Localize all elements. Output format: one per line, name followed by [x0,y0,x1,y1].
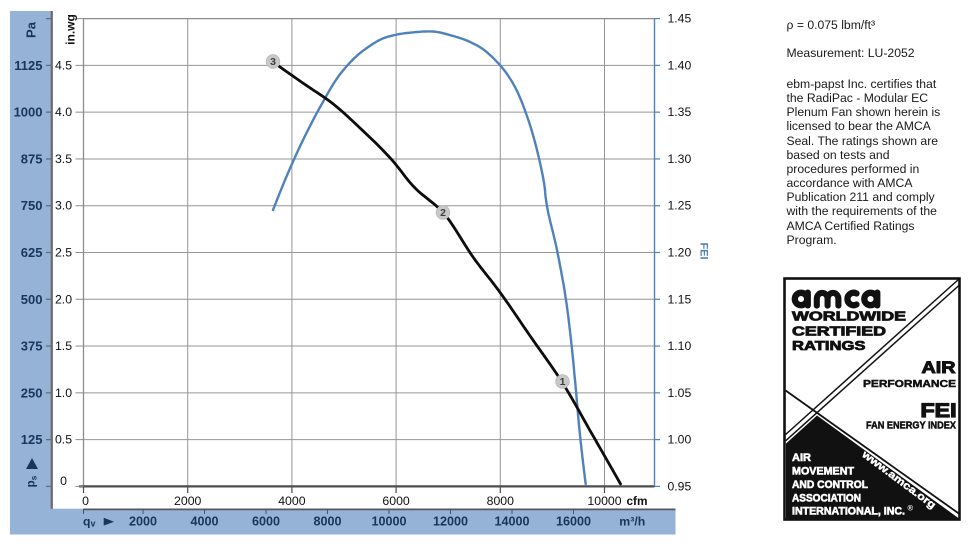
svg-text:1.45: 1.45 [668,12,692,26]
svg-text:m³/h: m³/h [619,515,645,529]
svg-text:FEI: FEI [921,401,957,422]
svg-text:FEI: FEI [698,242,710,259]
svg-text:1.20: 1.20 [668,246,692,260]
svg-text:0.95: 0.95 [668,479,692,493]
svg-text:0: 0 [60,474,67,488]
svg-text:1.25: 1.25 [668,199,692,213]
svg-text:2000: 2000 [174,494,202,508]
svg-text:1.15: 1.15 [668,292,692,306]
svg-text:8000: 8000 [313,515,341,529]
svg-text:RATINGS: RATINGS [792,338,866,353]
svg-text:0: 0 [82,494,89,508]
svg-text:2: 2 [440,207,446,219]
svg-text:1.00: 1.00 [668,433,692,447]
svg-text:0.5: 0.5 [55,433,72,447]
svg-text:10000: 10000 [587,494,621,508]
svg-text:1.35: 1.35 [668,105,692,119]
svg-text:500: 500 [21,292,43,307]
svg-text:250: 250 [21,385,43,400]
svg-text:ASSOCIATION: ASSOCIATION [792,492,861,504]
svg-text:1.30: 1.30 [668,152,692,166]
svg-text:1.05: 1.05 [668,386,692,400]
svg-text:4.0: 4.0 [55,105,72,119]
svg-text:8000: 8000 [487,494,515,508]
svg-text:WORLDWIDE: WORLDWIDE [792,309,906,324]
svg-text:1.10: 1.10 [668,339,692,353]
svg-text:4000: 4000 [278,494,306,508]
svg-text:10000: 10000 [371,515,406,529]
svg-text:750: 750 [21,198,43,213]
svg-text:2.5: 2.5 [55,246,72,260]
svg-text:6000: 6000 [382,494,410,508]
svg-text:16000: 16000 [556,515,591,529]
svg-text:375: 375 [21,339,43,354]
svg-text:ps: ps [26,475,39,487]
svg-text:Pa: Pa [24,21,39,38]
svg-text:in.wg: in.wg [63,14,77,45]
svg-text:®: ® [908,504,914,513]
svg-text:6000: 6000 [252,515,280,529]
svg-text:AIR: AIR [922,358,956,377]
svg-text:CERTIFIED: CERTIFIED [792,324,886,339]
svg-text:AIR: AIR [792,452,811,464]
svg-text:1.0: 1.0 [55,386,72,400]
svg-text:MOVEMENT: MOVEMENT [792,465,854,477]
svg-text:1125: 1125 [14,58,42,73]
svg-text:AND CONTROL: AND CONTROL [792,479,868,491]
svg-text:14000: 14000 [494,515,529,529]
svg-text:3.5: 3.5 [55,152,72,166]
svg-text:875: 875 [21,151,43,166]
svg-text:2.0: 2.0 [55,292,72,306]
svg-text:625: 625 [21,245,43,260]
svg-text:3.0: 3.0 [55,199,72,213]
svg-text:PERFORMANCE: PERFORMANCE [863,378,956,390]
svg-text:FAN ENERGY INDEX: FAN ENERGY INDEX [866,421,956,432]
svg-text:4.5: 4.5 [55,58,72,72]
svg-text:12000: 12000 [433,515,468,529]
svg-text:4000: 4000 [190,515,218,529]
svg-text:125: 125 [21,432,43,447]
svg-text:3: 3 [270,56,276,68]
svg-text:INTERNATIONAL, INC.: INTERNATIONAL, INC. [792,505,905,517]
svg-text:1.40: 1.40 [668,58,692,72]
svg-text:1000: 1000 [14,105,43,120]
svg-text:1.5: 1.5 [55,339,72,353]
svg-text:2000: 2000 [129,515,157,529]
svg-text:qv: qv [83,515,95,529]
svg-text:1: 1 [560,376,566,388]
svg-text:cfm: cfm [627,494,648,508]
